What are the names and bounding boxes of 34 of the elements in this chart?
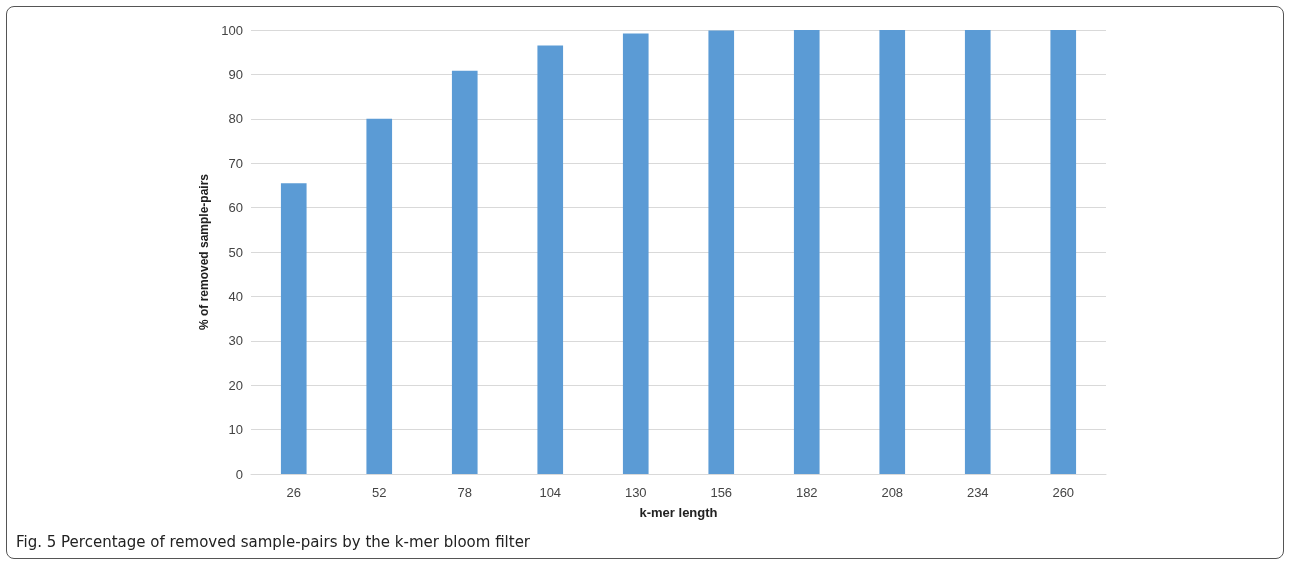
- caption: Fig. 5 Percentage of removed sample-pairs by the k-mer bloom filter: [16, 533, 531, 551]
- x-tick-label: 208: [881, 485, 904, 500]
- y-tick-label: 50: [228, 244, 243, 260]
- bar: [793, 30, 820, 474]
- y-tick-label: 30: [228, 333, 243, 349]
- bar: [280, 183, 307, 474]
- y-tick-label: 80: [228, 111, 243, 127]
- y-tick-label: 20: [228, 377, 243, 393]
- y-tick-label: 70: [228, 155, 243, 171]
- bar: [622, 33, 649, 474]
- bar: [1050, 30, 1077, 474]
- bar: [366, 118, 393, 474]
- y-tick-label: 100: [221, 22, 243, 38]
- x-tick-label: 234: [966, 485, 989, 500]
- x-tick-label: 182: [795, 485, 818, 500]
- x-tick-label: 130: [624, 485, 647, 500]
- x-tick-label: 104: [539, 485, 562, 500]
- bar: [964, 30, 991, 474]
- bar: [451, 70, 478, 474]
- bar: [879, 30, 906, 474]
- y-tick-label: 60: [228, 200, 243, 216]
- y-tick-label: 40: [228, 288, 243, 304]
- y-axis-title: % of removed sample-pairs: [197, 173, 212, 331]
- x-tick-label: 156: [710, 485, 733, 500]
- x-tick-label: 52: [372, 485, 387, 500]
- x-tick-label: 26: [286, 485, 301, 500]
- bar: [537, 45, 564, 474]
- bar: [708, 30, 735, 474]
- x-axis-title: k-mer length: [639, 505, 718, 520]
- x-tick-label: 260: [1052, 485, 1075, 500]
- y-tick-label: 10: [228, 422, 243, 438]
- x-tick-label: 78: [457, 485, 472, 500]
- y-tick-label: 90: [228, 66, 243, 82]
- y-tick-label: 0: [235, 466, 243, 482]
